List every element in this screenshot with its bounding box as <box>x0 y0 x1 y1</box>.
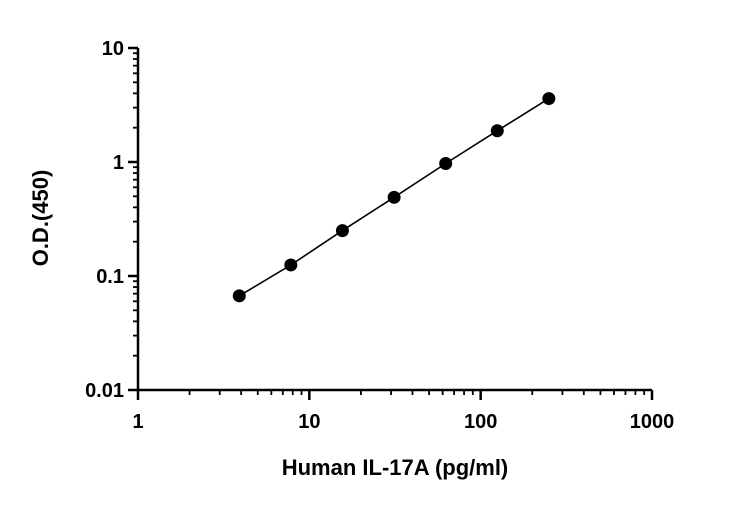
data-point <box>439 157 453 171</box>
data-point <box>232 289 246 303</box>
data-point <box>335 224 349 238</box>
y-tick-label: 0.1 <box>96 266 124 288</box>
data-point <box>490 124 504 138</box>
y-axis-title: O.D.(450) <box>28 170 53 267</box>
data-points-layer <box>232 92 556 303</box>
y-tick-label: 10 <box>102 38 124 60</box>
axes-layer: 1 10 100 1000 0.01 0.1 1 10 <box>85 38 674 433</box>
x-tick-label: 100 <box>464 411 497 433</box>
data-point <box>387 190 401 204</box>
y-tick-label: 0.01 <box>85 380 124 402</box>
x-tick-label: 1000 <box>630 411 675 433</box>
data-point <box>542 92 556 106</box>
y-tick-label: 1 <box>113 152 124 174</box>
x-tick-label: 1 <box>132 411 143 433</box>
x-tick-label: 10 <box>298 411 320 433</box>
data-point <box>284 258 298 272</box>
x-axis-title: Human IL-17A (pg/ml) <box>282 455 509 480</box>
